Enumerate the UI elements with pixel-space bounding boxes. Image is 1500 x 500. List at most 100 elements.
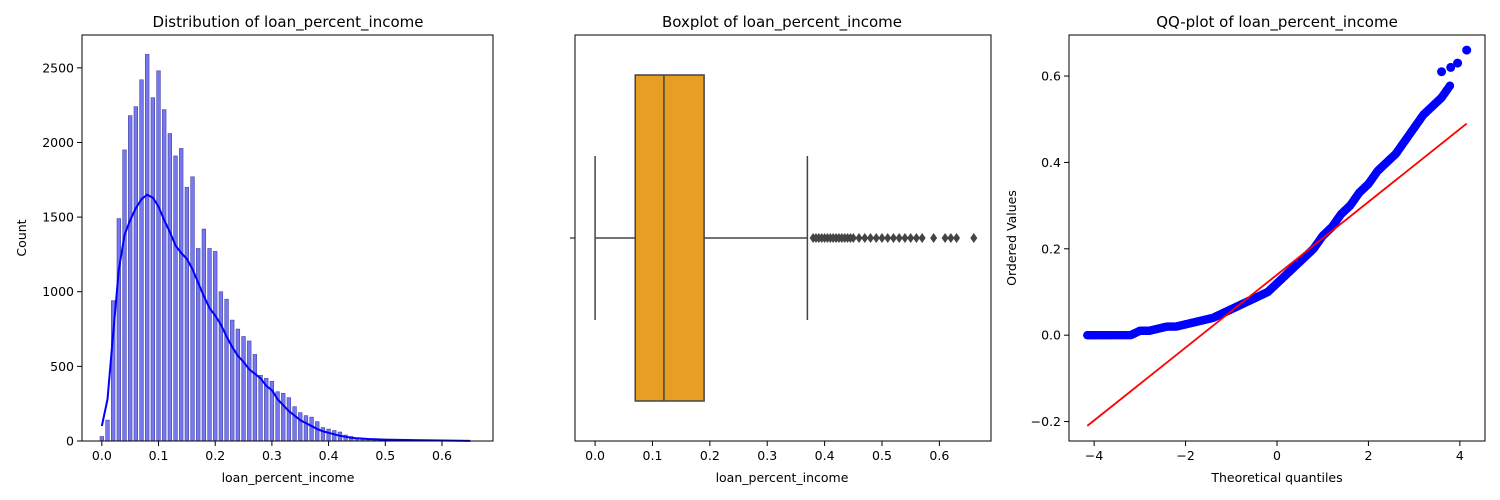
histogram-x-label: loan_percent_income <box>222 470 355 485</box>
histogram-bar <box>190 176 195 442</box>
histogram-bar <box>207 248 212 442</box>
x-tick-label: 0.4 <box>319 448 339 463</box>
boxplot-title: Boxplot of loan_percent_income <box>662 13 902 32</box>
histogram-bar <box>173 155 178 442</box>
histogram-bar <box>332 430 337 442</box>
histogram-bar <box>230 319 235 442</box>
qqplot-x-ticks: −4 −2 0 2 4 <box>1085 441 1464 463</box>
outlier-point <box>947 233 955 243</box>
x-tick-label: 0.2 <box>205 448 225 463</box>
histogram-bar <box>145 54 150 442</box>
y-tick-label: 1500 <box>42 210 74 225</box>
histogram-bar <box>292 406 297 442</box>
histogram-bar <box>303 415 309 442</box>
qqplot-frame <box>1068 34 1486 442</box>
y-tick-label: 2000 <box>42 135 74 150</box>
histogram-bar <box>315 421 320 442</box>
x-tick-label: 0.3 <box>757 448 777 463</box>
y-tick-label: 2500 <box>42 60 74 75</box>
qq-point <box>1462 45 1472 55</box>
histogram-bar <box>252 354 258 442</box>
histogram-bar <box>150 97 156 442</box>
histogram-bar <box>258 375 263 442</box>
outlier-point <box>941 233 949 243</box>
outlier-point <box>895 233 903 243</box>
histogram-y-ticks: 0 500 1000 1500 2000 2500 <box>42 60 82 449</box>
x-tick-label: 0.5 <box>375 448 395 463</box>
qqplot-y-ticks: −0.2 0.0 0.2 0.4 0.6 <box>1031 69 1069 429</box>
histogram-bar <box>241 336 246 442</box>
outlier-point <box>918 233 926 243</box>
histogram-bar <box>281 392 286 442</box>
x-tick-label: 0.1 <box>643 448 663 463</box>
histogram-bar <box>116 218 121 442</box>
histogram-bar <box>320 427 326 442</box>
iqr-box <box>634 74 705 402</box>
histogram-bar <box>122 149 127 442</box>
y-tick-label: 0 <box>66 434 74 449</box>
histogram-bar <box>218 291 224 442</box>
histogram-bar <box>99 436 104 442</box>
histogram-bar <box>179 148 184 442</box>
outlier-point <box>849 233 857 243</box>
x-tick-label: 0.0 <box>585 448 605 463</box>
y-tick-label: −0.2 <box>1031 414 1061 429</box>
histogram-title: Distribution of loan_percent_income <box>153 13 424 32</box>
histogram-x-ticks: 0.0 0.1 0.2 0.3 0.4 0.5 0.6 <box>92 441 452 463</box>
qq-point <box>1453 58 1463 68</box>
qq-fit-line <box>1086 122 1468 427</box>
qqplot-title: QQ-plot of loan_percent_income <box>1156 13 1398 32</box>
histogram-bar <box>162 109 167 442</box>
outlier-point <box>884 233 892 243</box>
histogram-bar <box>286 397 292 442</box>
y-tick-label: 0.0 <box>1041 328 1061 343</box>
histogram-bar <box>213 251 218 442</box>
outlier-point <box>970 233 978 243</box>
y-tick-label: 500 <box>50 359 74 374</box>
x-tick-label: 0.6 <box>929 448 949 463</box>
histogram-bar <box>105 419 110 442</box>
histogram-bar <box>224 298 229 442</box>
histogram-bar <box>235 328 241 442</box>
histogram-bars <box>99 54 473 442</box>
y-tick-label: 0.6 <box>1041 69 1061 84</box>
histogram-bar <box>133 106 138 442</box>
boxplot-x-label: loan_percent_income <box>716 470 849 485</box>
x-tick-label: 0.1 <box>149 448 169 463</box>
x-tick-label: 2 <box>1364 448 1372 463</box>
histogram-bar <box>184 186 190 442</box>
outlier-point <box>912 233 920 243</box>
histogram-bar <box>128 115 133 442</box>
histogram-bar <box>167 133 173 442</box>
outlier-point <box>872 233 880 243</box>
outlier-point <box>861 233 869 243</box>
x-tick-label: −4 <box>1085 448 1103 463</box>
x-tick-label: 0.0 <box>92 448 112 463</box>
boxplot-outliers <box>809 233 978 243</box>
boxplot-elements <box>594 74 809 402</box>
qq-points <box>1083 45 1472 340</box>
boxplot-panel: Boxplot of loan_percent_income 0.0 0.1 0.2… <box>570 13 992 485</box>
y-tick-label: 1000 <box>42 284 74 299</box>
histogram-panel: Distribution of loan_percent_income 0.0 0… <box>14 13 494 485</box>
qqplot-x-label: Theoretical quantiles <box>1210 470 1342 485</box>
outlier-point <box>878 233 886 243</box>
x-tick-label: 0.2 <box>700 448 720 463</box>
qq-point <box>1445 81 1455 90</box>
histogram-bar <box>309 416 314 442</box>
x-tick-label: 0.4 <box>815 448 835 463</box>
outlier-point <box>907 233 915 243</box>
y-tick-label: 0.2 <box>1041 241 1061 256</box>
outlier-point <box>889 233 897 243</box>
histogram-y-label: Count <box>14 219 29 256</box>
outlier-point <box>867 233 875 243</box>
x-tick-label: 0.6 <box>432 448 452 463</box>
kde-curve <box>100 193 471 442</box>
histogram-bar <box>139 79 144 442</box>
outlier-point <box>901 233 909 243</box>
outlier-point <box>953 233 961 243</box>
x-tick-label: 0 <box>1273 448 1281 463</box>
histogram-bar <box>201 228 207 442</box>
qqplot-y-label: Ordered Values <box>1004 190 1019 286</box>
